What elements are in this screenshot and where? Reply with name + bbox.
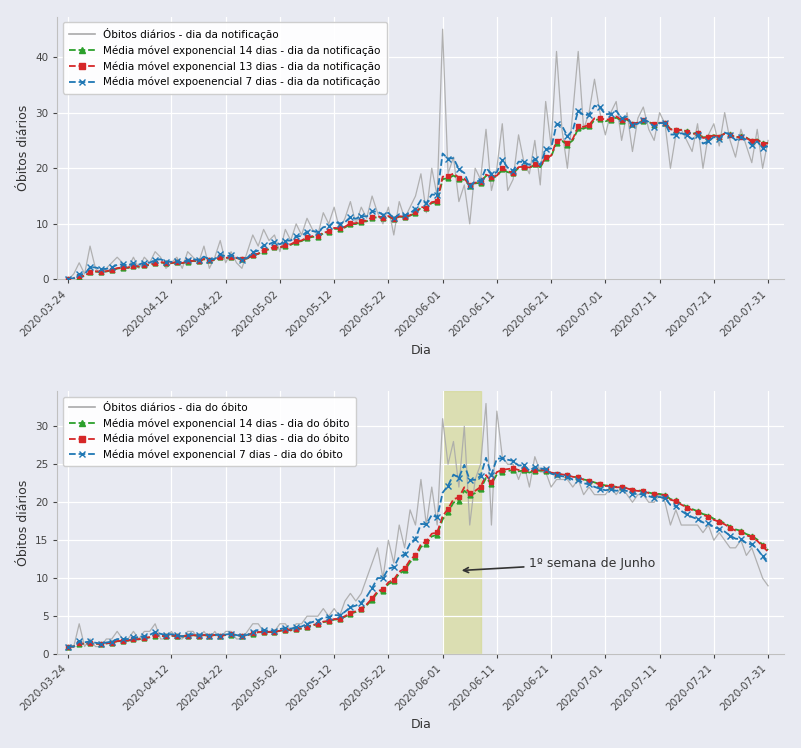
Text: 1º semana de Junho: 1º semana de Junho	[464, 557, 656, 572]
Y-axis label: Óbitos diários: Óbitos diários	[17, 105, 30, 191]
Legend: Óbitos diários - dia do óbito, Média móvel exponencial 14 dias - dia do óbito, M: Óbitos diários - dia do óbito, Média móv…	[62, 396, 356, 466]
Y-axis label: Óbitos diários: Óbitos diários	[17, 479, 30, 566]
X-axis label: Dia: Dia	[410, 718, 432, 732]
X-axis label: Dia: Dia	[410, 343, 432, 357]
Legend: Óbitos diários - dia da notificação, Média móvel exponencial 14 dias - dia da no: Óbitos diários - dia da notificação, Méd…	[62, 22, 387, 94]
Bar	[443, 391, 481, 654]
